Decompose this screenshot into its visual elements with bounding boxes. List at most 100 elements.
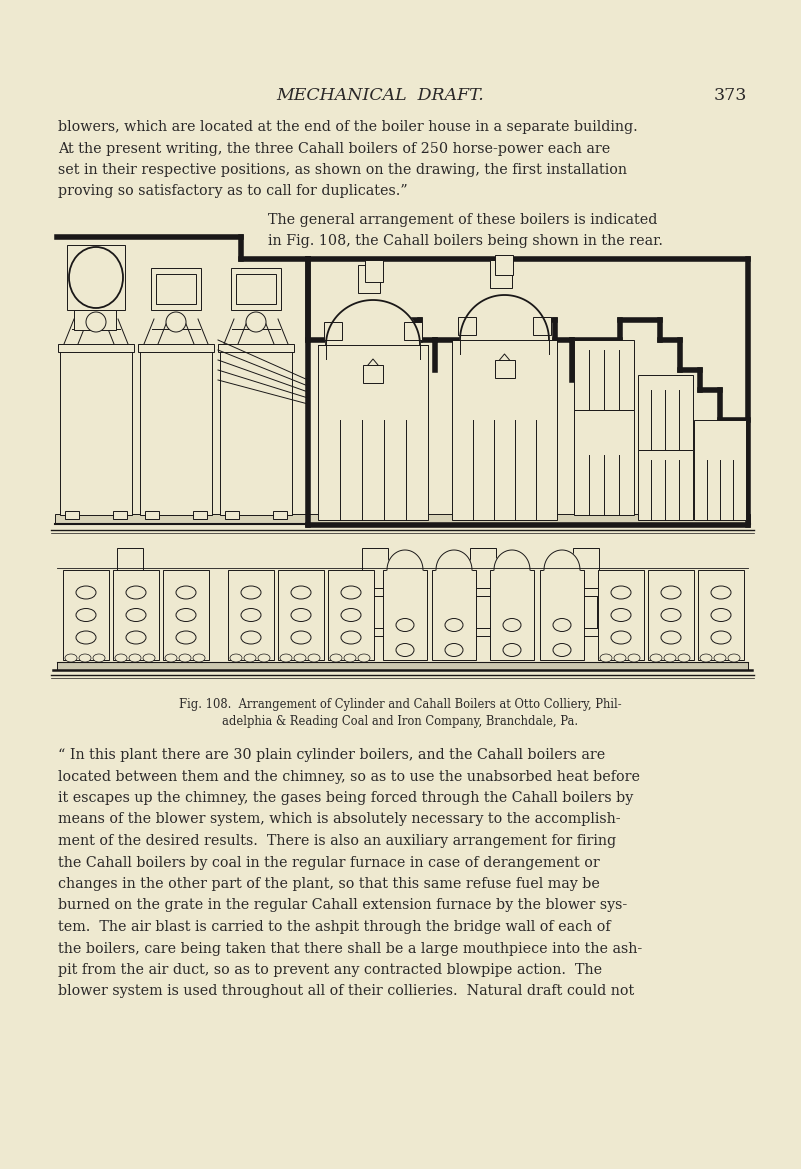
Bar	[404, 321, 422, 340]
Ellipse shape	[280, 653, 292, 662]
Ellipse shape	[294, 653, 306, 662]
Ellipse shape	[193, 653, 205, 662]
Ellipse shape	[126, 586, 146, 599]
Ellipse shape	[291, 631, 311, 644]
Ellipse shape	[711, 586, 731, 599]
Text: adelphia & Reading Coal and Iron Company, Branchdale, Pa.: adelphia & Reading Coal and Iron Company…	[222, 715, 578, 728]
Text: The general arrangement of these boilers is indicated: The general arrangement of these boilers…	[268, 213, 658, 227]
Ellipse shape	[341, 631, 361, 644]
Polygon shape	[387, 551, 423, 570]
Ellipse shape	[143, 653, 155, 662]
Ellipse shape	[628, 653, 640, 662]
Bar	[65, 511, 79, 519]
Bar	[495, 255, 513, 275]
Bar	[225, 511, 239, 519]
Ellipse shape	[611, 609, 631, 622]
Text: Fig. 108.  Arrangement of Cylinder and Cahall Boilers at Otto Colliery, Phil-: Fig. 108. Arrangement of Cylinder and Ca…	[179, 698, 622, 711]
Bar	[432, 570, 476, 660]
Ellipse shape	[126, 609, 146, 622]
Ellipse shape	[330, 653, 342, 662]
Bar	[540, 570, 584, 660]
Bar	[574, 340, 634, 410]
Text: the Cahall boilers by coal in the regular furnace in case of derangement or: the Cahall boilers by coal in the regula…	[58, 856, 600, 870]
Bar	[638, 450, 693, 520]
Bar	[218, 344, 294, 352]
Ellipse shape	[661, 631, 681, 644]
Bar	[115, 628, 145, 636]
Ellipse shape	[308, 653, 320, 662]
Ellipse shape	[700, 653, 712, 662]
Bar	[363, 365, 383, 383]
Text: the boilers, care being taken that there shall be a large mouthpiece into the as: the boilers, care being taken that there…	[58, 941, 642, 955]
Bar	[60, 350, 132, 516]
Ellipse shape	[179, 653, 191, 662]
Ellipse shape	[176, 631, 196, 644]
Ellipse shape	[553, 618, 571, 631]
Circle shape	[166, 312, 186, 332]
Polygon shape	[436, 551, 472, 570]
Bar	[573, 548, 599, 588]
Ellipse shape	[714, 653, 726, 662]
Text: “ In this plant there are 30 plain cylinder boilers, and the Cahall boilers are: “ In this plant there are 30 plain cylin…	[58, 748, 606, 762]
Bar	[55, 514, 750, 524]
Ellipse shape	[241, 631, 261, 644]
Text: in Fig. 108, the Cahall boilers being shown in the rear.: in Fig. 108, the Cahall boilers being sh…	[268, 235, 663, 249]
Bar	[490, 260, 512, 288]
Ellipse shape	[115, 653, 127, 662]
Bar	[67, 245, 125, 310]
Ellipse shape	[241, 609, 261, 622]
Ellipse shape	[661, 609, 681, 622]
Bar	[145, 511, 159, 519]
Text: 373: 373	[714, 87, 747, 104]
Ellipse shape	[341, 609, 361, 622]
Bar	[458, 317, 476, 336]
Bar	[163, 570, 209, 660]
Bar	[231, 268, 281, 310]
Ellipse shape	[165, 653, 177, 662]
Ellipse shape	[664, 653, 676, 662]
Bar	[328, 570, 374, 660]
Bar	[598, 570, 644, 660]
Ellipse shape	[344, 653, 356, 662]
Bar	[278, 570, 324, 660]
Bar	[694, 420, 746, 520]
Ellipse shape	[291, 609, 311, 622]
Bar	[468, 628, 498, 636]
Ellipse shape	[244, 653, 256, 662]
Bar	[472, 596, 494, 628]
Polygon shape	[494, 551, 530, 570]
Bar	[156, 274, 196, 304]
Ellipse shape	[503, 618, 521, 631]
Ellipse shape	[445, 643, 463, 657]
Ellipse shape	[614, 653, 626, 662]
Text: it escapes up the chimney, the gases being forced through the Cahall boilers by: it escapes up the chimney, the gases bei…	[58, 791, 634, 805]
Bar	[220, 350, 292, 516]
Ellipse shape	[661, 586, 681, 599]
Bar	[119, 596, 141, 628]
Bar	[228, 570, 274, 660]
Bar	[318, 345, 428, 520]
Bar	[490, 570, 534, 660]
Ellipse shape	[79, 653, 91, 662]
Bar	[113, 511, 127, 519]
Bar	[494, 360, 514, 378]
Text: means of the blower system, which is absolutely necessary to the accomplish-: means of the blower system, which is abs…	[58, 812, 621, 826]
Bar	[358, 588, 392, 596]
Ellipse shape	[553, 643, 571, 657]
Bar	[364, 596, 386, 628]
Text: located between them and the chimney, so as to use the unabsorbed heat before: located between them and the chimney, so…	[58, 769, 640, 783]
Ellipse shape	[291, 586, 311, 599]
Bar	[273, 511, 287, 519]
Ellipse shape	[650, 653, 662, 662]
Bar	[236, 274, 276, 304]
Ellipse shape	[728, 653, 740, 662]
Ellipse shape	[358, 653, 370, 662]
Bar	[575, 596, 597, 628]
Ellipse shape	[241, 586, 261, 599]
Bar	[569, 588, 603, 596]
Bar	[63, 570, 109, 660]
Bar	[362, 548, 388, 588]
Bar	[698, 570, 744, 660]
Ellipse shape	[69, 247, 123, 307]
Ellipse shape	[711, 609, 731, 622]
